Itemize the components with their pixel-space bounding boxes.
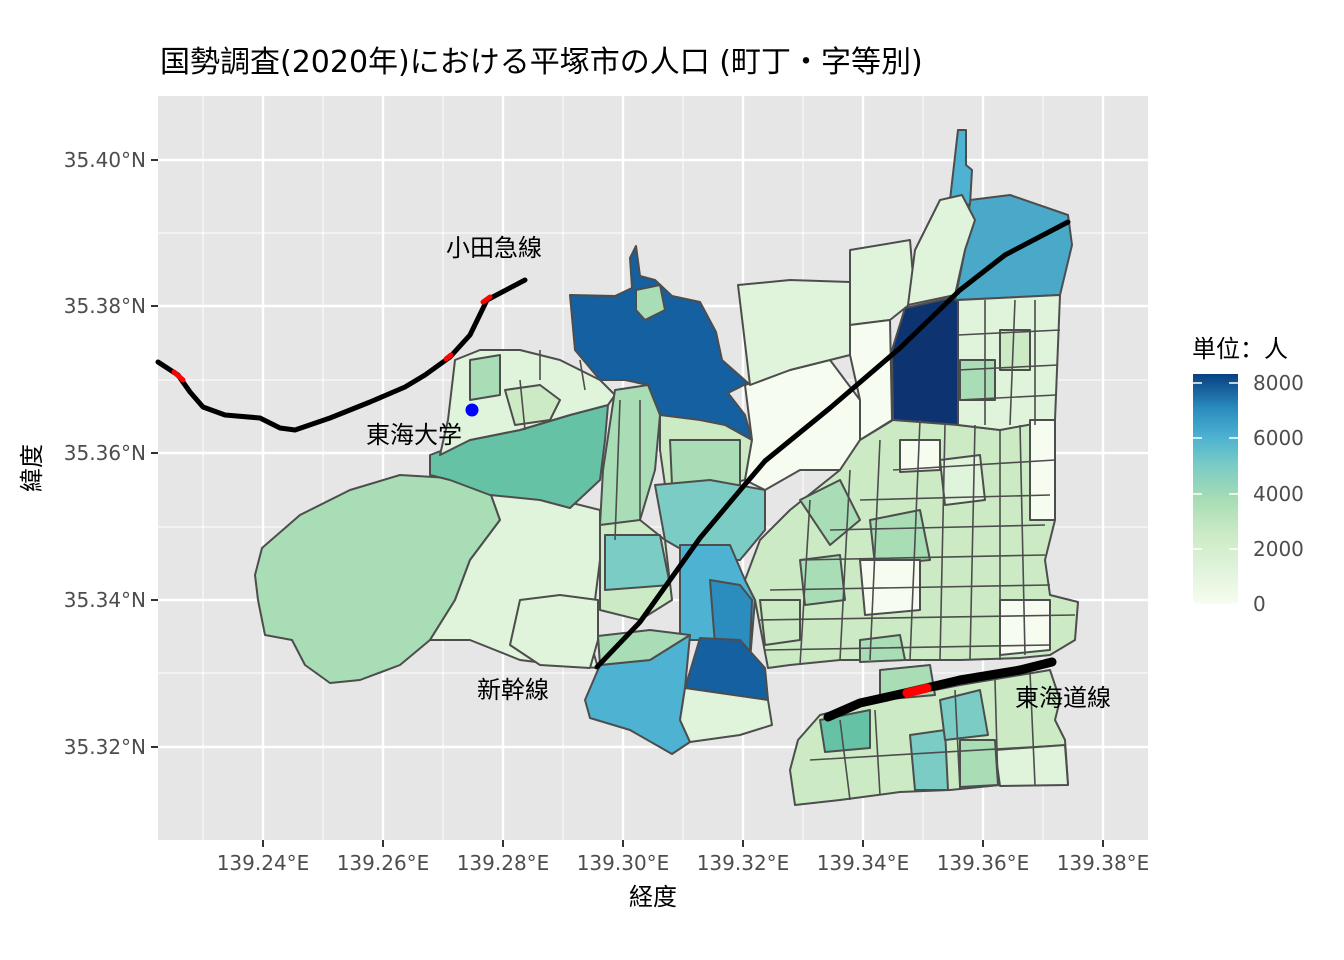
legend-tick-label: 2000 xyxy=(1253,537,1304,561)
x-tick-label: 139.36°E xyxy=(937,851,1030,875)
legend-tick-label: 8000 xyxy=(1253,371,1304,395)
odakyu-station-2 xyxy=(443,352,454,362)
legend-tick-label: 0 xyxy=(1253,592,1266,616)
x-tick-label: 139.38°E xyxy=(1057,851,1150,875)
y-axis: 35.32°N 35.34°N 35.36°N 35.38°N 35.40°N … xyxy=(18,148,158,759)
x-tick-label: 139.26°E xyxy=(337,851,430,875)
district-east-c[interactable] xyxy=(1029,419,1056,521)
district-univ-small2[interactable] xyxy=(504,384,561,426)
x-axis-title: 経度 xyxy=(629,883,677,911)
district-south-teal3[interactable] xyxy=(939,689,989,741)
district-east-k[interactable] xyxy=(899,439,941,473)
district-ne-blue[interactable] xyxy=(954,194,1073,301)
y-tick-label: 35.40°N xyxy=(64,148,146,172)
label-tokai-university: 東海大学 xyxy=(366,421,462,449)
label-odakyu: 小田急線 xyxy=(446,234,542,262)
odakyu-station-3 xyxy=(480,294,493,305)
district-ce-3[interactable] xyxy=(849,239,916,326)
x-tick-label: 139.32°E xyxy=(697,851,790,875)
district-south-lt2[interactable] xyxy=(959,739,999,788)
label-shinkansen: 新幹線 xyxy=(477,676,549,704)
odakyu-line xyxy=(155,277,528,433)
district-south-teal1[interactable] xyxy=(909,729,949,791)
y-tick-label: 35.38°N xyxy=(64,294,146,318)
district-north-small[interactable] xyxy=(635,284,666,321)
y-tick-label: 35.32°N xyxy=(64,735,146,759)
shinkansen-line xyxy=(594,219,1071,670)
y-tick-label: 35.34°N xyxy=(64,588,146,612)
district-east-a[interactable] xyxy=(959,359,996,401)
district-mid3[interactable] xyxy=(669,439,741,486)
district-south-teal2[interactable] xyxy=(819,709,871,753)
legend-tick-label: 4000 xyxy=(1253,482,1304,506)
legend-title: 単位：人 xyxy=(1192,335,1288,363)
district-mid6[interactable] xyxy=(604,534,671,591)
label-tokaido: 東海道線 xyxy=(1015,684,1111,712)
district-dark-south[interactable] xyxy=(684,637,769,701)
district-south-light[interactable] xyxy=(679,687,773,743)
chart-title: 国勢調査(2020年)における平塚市の人口 (町丁・字等別) xyxy=(160,45,923,80)
tokai-university-marker xyxy=(465,403,479,417)
tokaido-line xyxy=(823,657,1057,722)
odakyu-station-1 xyxy=(171,369,186,383)
legend-colorbar xyxy=(1193,374,1238,604)
district-boundaries xyxy=(519,299,1076,801)
y-axis-title: 緯度 xyxy=(18,444,46,492)
district-east-e[interactable] xyxy=(799,479,861,546)
district-sw2[interactable] xyxy=(509,594,599,669)
district-south-lt[interactable] xyxy=(994,744,1069,787)
x-tick-label: 139.30°E xyxy=(577,851,670,875)
districts xyxy=(254,129,1079,806)
x-tick-label: 139.34°E xyxy=(817,851,910,875)
y-tick-label: 35.36°N xyxy=(64,441,146,465)
district-univ-small1[interactable] xyxy=(469,354,501,401)
tokaido-station xyxy=(902,683,932,698)
district-ce-2[interactable] xyxy=(737,279,851,386)
x-axis: 139.24°E 139.26°E 139.28°E 139.30°E 139.… xyxy=(217,840,1150,911)
district-ne-light[interactable] xyxy=(907,194,976,306)
district-ne-spire[interactable] xyxy=(949,129,973,206)
district-mid4[interactable] xyxy=(654,479,766,561)
x-tick-label: 139.24°E xyxy=(217,851,310,875)
legend-tick-label: 6000 xyxy=(1253,426,1304,450)
x-tick-label: 139.28°E xyxy=(457,851,550,875)
legend: 単位：人 8000 6000 4000 2000 0 xyxy=(1192,335,1304,616)
district-east-b[interactable] xyxy=(999,329,1031,371)
district-blue-central2[interactable] xyxy=(709,579,753,651)
district-navy-east[interactable] xyxy=(891,297,959,426)
district-east-l[interactable] xyxy=(759,599,801,646)
railways xyxy=(155,219,1071,722)
